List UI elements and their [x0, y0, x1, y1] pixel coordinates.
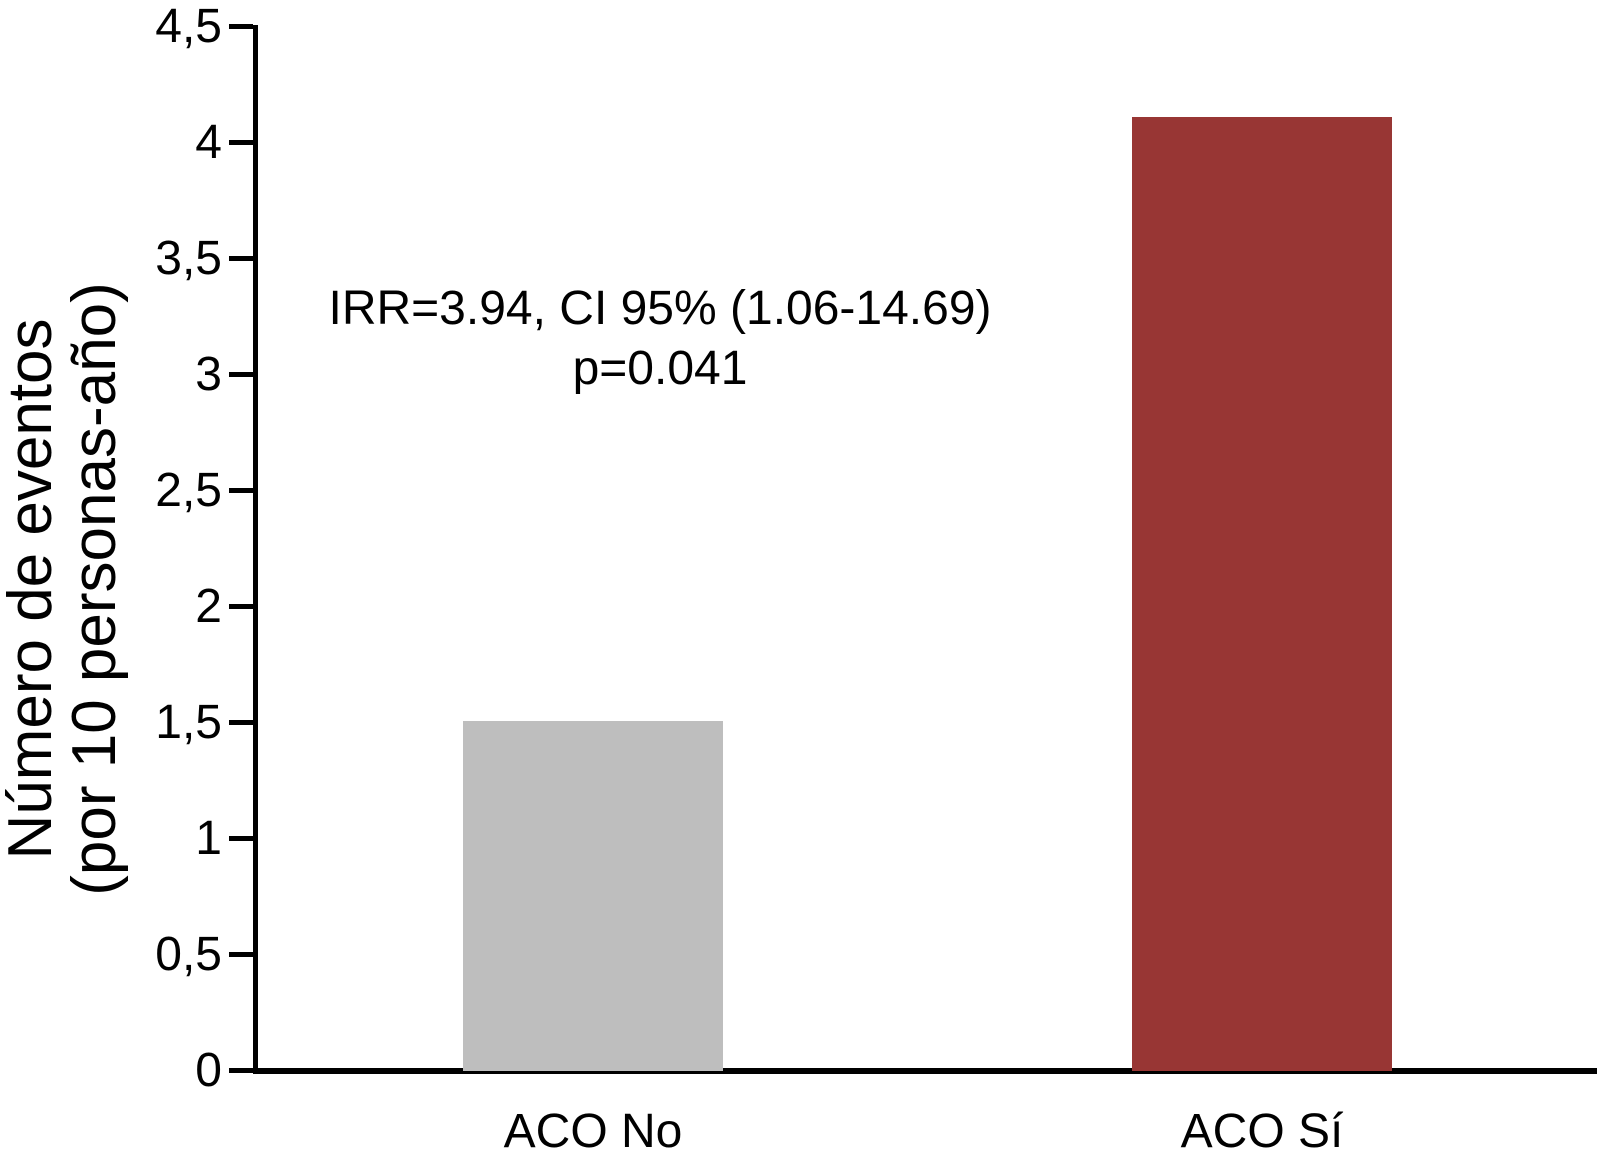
y-axis-tick-label: 2: [195, 580, 222, 633]
y-axis-tick-mark: [229, 1068, 253, 1073]
y-axis-tick-mark: [229, 952, 253, 957]
y-axis-tick-label: 0,5: [155, 928, 222, 981]
y-axis-tick-label: 1: [195, 812, 222, 865]
plot-area: IRR=3.94, CI 95% (1.06-14.69) p=0.041 0 0…: [155, 0, 1597, 1158]
y-axis-tick-label: 2,5: [155, 464, 222, 517]
y-axis-tick-mark: [229, 372, 253, 377]
y-axis-tick-label: 4: [195, 116, 222, 169]
x-category-label: ACO No: [503, 1105, 683, 1158]
y-axis-tick-mark: [229, 24, 253, 29]
x-axis-line: [253, 1068, 1597, 1074]
y-axis-tick-label: 0: [195, 1044, 222, 1097]
stats-annotation-irr: IRR=3.94, CI 95% (1.06-14.69): [328, 282, 992, 335]
y-axis-tick-label: 4,5: [155, 0, 222, 53]
y-axis-tick-label: 3: [195, 348, 222, 401]
y-axis-tick-mark: [229, 836, 253, 841]
y-axis-tick-mark: [229, 488, 253, 493]
stats-annotation-pvalue: p=0.041: [572, 342, 748, 395]
stats-annotation: IRR=3.94, CI 95% (1.06-14.69) p=0.041: [310, 279, 1010, 399]
bar: [463, 721, 723, 1071]
y-axis-tick-mark: [229, 720, 253, 725]
y-axis-tick-mark: [229, 256, 253, 261]
y-axis-line: [253, 25, 258, 1074]
y-axis-tick-label: 1,5: [155, 696, 222, 749]
bar: [1132, 117, 1392, 1071]
x-category-label: ACO Sí: [1180, 1105, 1344, 1158]
y-axis-tick-mark: [229, 604, 253, 609]
y-axis-tick-label: 3,5: [155, 232, 222, 285]
y-axis-tick-mark: [229, 140, 253, 145]
